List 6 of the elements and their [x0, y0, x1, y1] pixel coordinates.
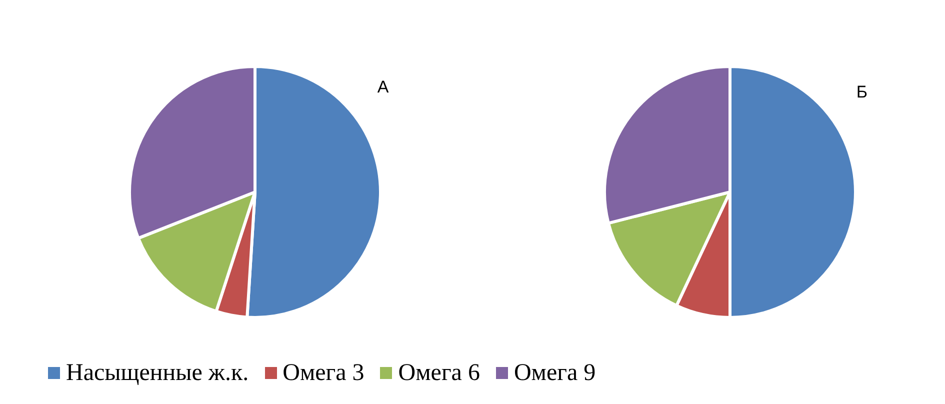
legend-label: Омега 9 — [514, 359, 596, 387]
legend-label: Омега 3 — [282, 359, 364, 387]
legend-label: Омега 6 — [398, 359, 480, 387]
text: Б — [856, 82, 868, 102]
legend-label: Насыщенные ж.к. — [66, 359, 249, 387]
text: А — [377, 78, 390, 97]
